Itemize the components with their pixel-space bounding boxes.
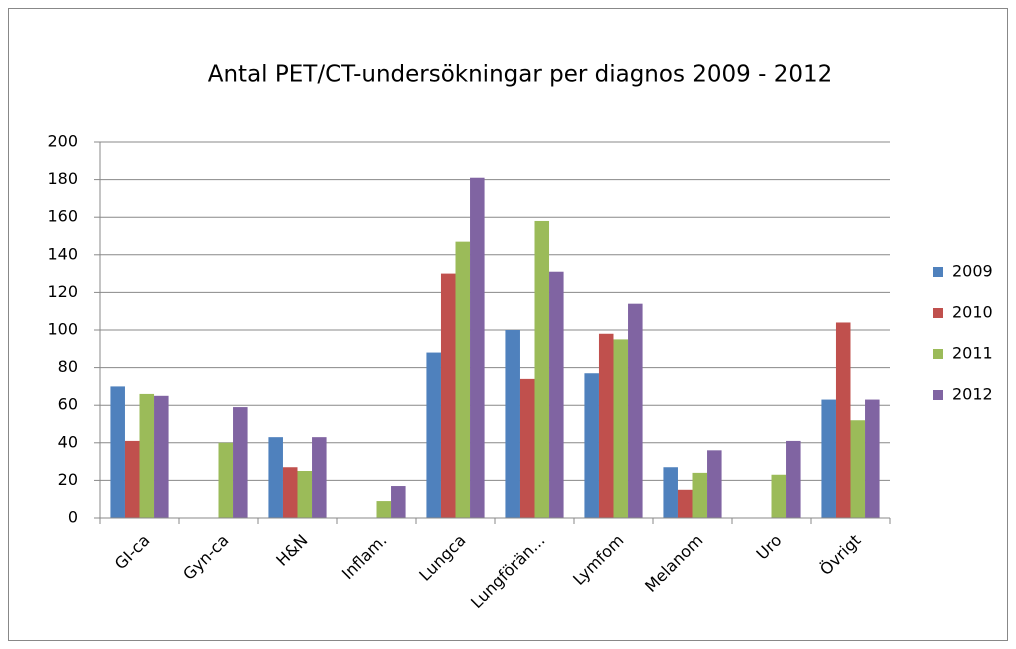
bar [505,330,520,518]
legend-swatch [933,349,943,359]
legend-label: 2010 [952,303,993,322]
bar [835,322,851,518]
y-tick-label: 40 [58,432,78,451]
legend-swatch [933,267,943,277]
bar [139,393,155,518]
legend-swatch [933,308,943,318]
bar [426,352,441,518]
chart-title: Antal PET/CT-undersökningar per diagnos … [208,62,833,88]
y-tick-label: 60 [58,395,78,414]
legend-label: 2011 [952,344,993,363]
bar [692,472,708,518]
bar [110,386,125,518]
bar [786,440,801,518]
bar [628,303,643,518]
y-tick-label: 200 [47,132,78,151]
bar [312,437,327,518]
y-tick-label: 140 [47,244,78,263]
y-tick-label: 80 [58,357,78,376]
bar [218,442,234,518]
bar [850,420,866,518]
y-tick-label: 180 [47,169,78,188]
bar [391,486,406,518]
y-tick-label: 20 [58,470,78,489]
bar [865,399,880,518]
bar [440,273,456,518]
bar [598,333,614,518]
bar [707,450,722,518]
legend-label: 2009 [952,262,993,281]
bar [613,339,629,518]
bar [771,474,787,518]
bar [470,177,485,518]
bar [124,440,140,518]
bar [677,489,693,518]
y-tick-label: 120 [47,282,78,301]
legend-swatch [933,390,943,400]
y-tick-label: 0 [68,508,78,527]
bar [534,220,550,518]
bar [821,399,836,518]
bar [455,241,471,518]
bar [154,395,169,518]
bar [297,471,313,518]
bar [268,437,283,518]
bar [663,467,678,518]
y-tick-label: 160 [47,207,78,226]
bar [549,271,564,518]
bar [233,407,248,518]
bar [519,378,535,518]
bar [282,467,298,518]
y-tick-label: 100 [47,320,78,339]
bar [376,501,392,518]
legend-label: 2012 [952,385,993,404]
bar [584,373,599,518]
